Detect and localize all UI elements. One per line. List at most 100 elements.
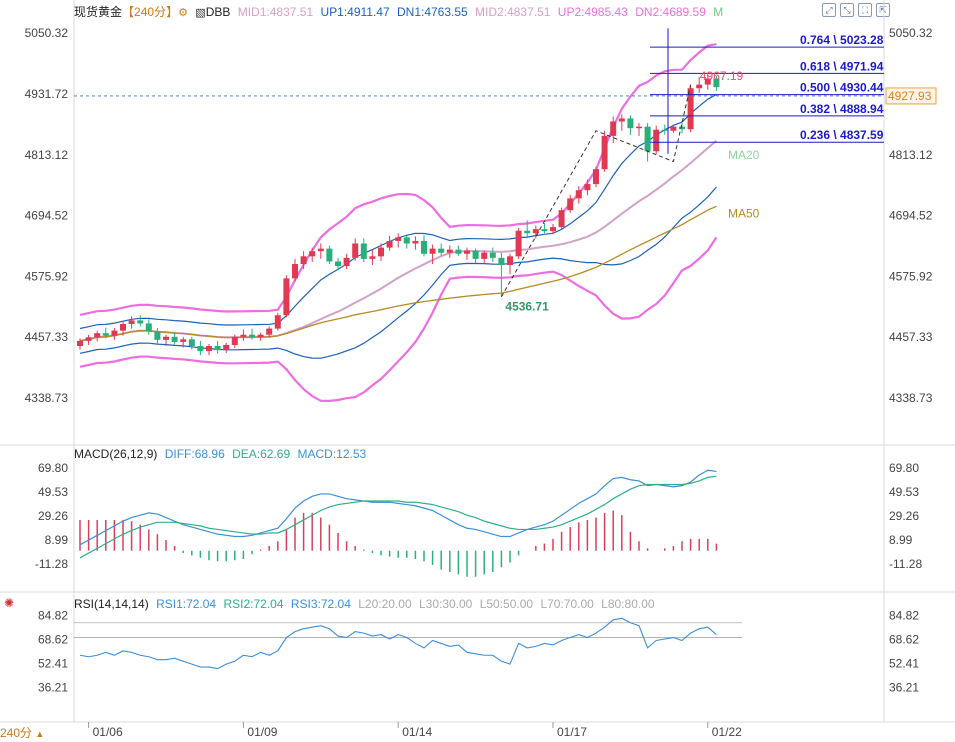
macd-tick-right: 49.53 (889, 485, 919, 499)
up1-value: UP1:4911.47 (320, 5, 390, 19)
candle-body (704, 78, 711, 85)
candle-body (679, 126, 685, 130)
exit-icon[interactable]: ⇱ (876, 3, 890, 17)
date-label: 01/06 (93, 725, 123, 739)
price-tick-right: 4457.33 (889, 330, 933, 344)
candle-body (154, 331, 161, 340)
macd-tick-right: 29.26 (889, 509, 919, 523)
macd-name[interactable]: MACD(26,12,9) (74, 447, 158, 461)
l70-value: L70:70.00 (540, 597, 594, 611)
settings-icon[interactable]: ⚙ (178, 7, 188, 19)
candle-body (309, 251, 316, 257)
rsi-tick-right: 84.82 (889, 609, 919, 623)
wave-dashed-line (500, 84, 692, 298)
rsi-name[interactable]: RSI(14,14,14) (74, 597, 149, 611)
diff-line (79, 469, 717, 546)
candle-body (575, 190, 582, 199)
candle-body (137, 320, 144, 324)
candle-body (644, 126, 651, 152)
candle-body (171, 336, 178, 342)
candle-body (661, 129, 668, 131)
period-label[interactable]: 【240分】 (122, 5, 179, 19)
compress-icon[interactable]: ⤡ (840, 3, 854, 17)
candle-body (403, 237, 410, 244)
l30-value: L30:30.00 (418, 597, 473, 611)
candle-body (111, 330, 118, 336)
chart-toggle-icon[interactable]: ▧ (195, 7, 206, 19)
rsi2-value: RSI2:72.04 (223, 597, 284, 611)
candle-body (455, 249, 462, 254)
candle-body (687, 88, 694, 130)
upper-band-inner (79, 94, 717, 330)
candle-body (85, 337, 92, 341)
instrument-name: 现货黄金 (74, 5, 123, 19)
candle-body (481, 252, 488, 259)
date-label: 01/09 (247, 725, 277, 739)
candle-body (498, 257, 505, 266)
diff-value: DIFF:68.96 (164, 447, 225, 461)
ma20-label: MA20 (728, 148, 760, 162)
rsi1-value: RSI1:72.04 (156, 597, 217, 611)
caret-up-icon: ▲ (35, 729, 45, 739)
price-tick-left: 4575.92 (25, 269, 69, 283)
candle-body (584, 184, 591, 191)
candle-body (464, 250, 470, 254)
indicator-name[interactable]: DBB (205, 5, 231, 19)
timeframe-button[interactable]: 240分 ▲ (0, 726, 45, 740)
m-marker: M (713, 5, 724, 19)
expand-icon[interactable]: ⤢ (822, 3, 836, 17)
candle-body (352, 243, 359, 258)
rsi-tick-right: 36.21 (889, 680, 919, 694)
candle-body (163, 336, 169, 340)
candle-body (696, 84, 703, 89)
candle-body (541, 229, 548, 232)
fib-level-label: 0.500 \ 4930.44 (800, 81, 884, 95)
candle-body (713, 78, 720, 88)
fib-level-label: 0.236 \ 4837.59 (800, 128, 884, 142)
price-tick-left: 5050.32 (25, 26, 69, 40)
l80-value: L80:80.00 (601, 597, 655, 611)
l20-value: L20:20.00 (358, 597, 412, 611)
rsi-tick-left: 84.82 (38, 609, 68, 623)
dea-line (79, 475, 717, 559)
price-tick-right: 4575.92 (889, 269, 933, 283)
candle-body (395, 237, 402, 241)
ma50-line (79, 205, 717, 342)
rsi-tick-left: 68.62 (38, 633, 68, 647)
price-tick-right: 4813.12 (889, 148, 933, 162)
candle-body (300, 256, 307, 264)
candle-body (369, 256, 376, 259)
candle-body (670, 126, 677, 131)
candle-body (223, 344, 230, 351)
macd-tick-right: -11.28 (889, 557, 922, 571)
price-tick-right: 4694.52 (889, 209, 933, 223)
candle-body (618, 118, 625, 122)
candle-body (257, 334, 264, 338)
candle-body (601, 135, 608, 170)
price-tick-left: 4457.33 (25, 330, 69, 344)
rsi-settings-icon[interactable]: ✺ (4, 596, 15, 610)
price-tick-right: 4338.73 (889, 391, 933, 405)
rsi-tick-right: 68.62 (889, 633, 919, 647)
date-label: 01/14 (402, 725, 432, 739)
ma50-label: MA50 (728, 207, 760, 221)
price-tick-left: 4694.52 (25, 209, 69, 223)
macd-tick-left: -11.28 (35, 557, 68, 571)
low-label: 4536.71 (505, 299, 549, 313)
candle-body (515, 230, 522, 257)
macd-legend: MACD(26,12,9) DIFF:68.96 DEA:62.69 MACD:… (74, 447, 366, 461)
fullscreen-icon[interactable]: ⛶ (858, 3, 872, 17)
rsi-tick-right: 52.41 (889, 657, 919, 671)
candle-body (507, 256, 513, 266)
candle-body (421, 240, 427, 254)
rsi-line (79, 617, 717, 670)
high-label: 4967.19 (700, 69, 744, 83)
lower-band-inner (79, 186, 717, 359)
candle-body (335, 261, 341, 267)
candle-body (292, 264, 298, 279)
candle-body (94, 333, 101, 338)
candle-body (438, 248, 445, 253)
macd-tick-left: 69.80 (38, 461, 68, 475)
candle-body (627, 118, 634, 129)
